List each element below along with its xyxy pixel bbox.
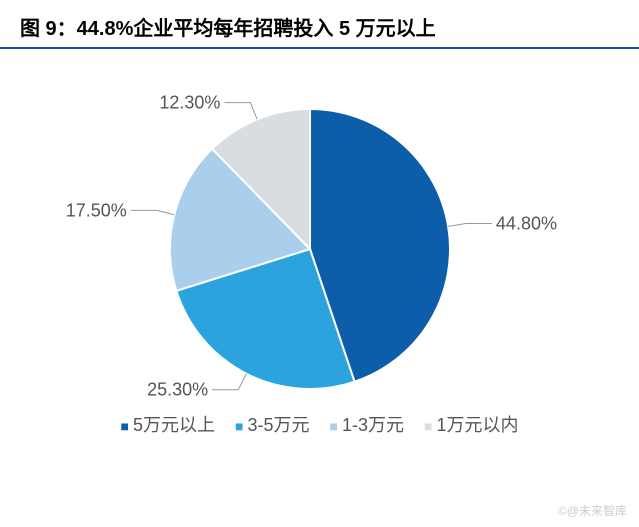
- legend-item: ■5万元以上: [121, 411, 215, 437]
- slice-label: 25.30%: [147, 380, 208, 400]
- legend-swatch: ■: [121, 418, 129, 434]
- slice-label: 44.80%: [496, 214, 557, 234]
- legend: ■5万元以上■3-5万元■1-3万元■1万元以内: [0, 411, 639, 437]
- leader-line: [448, 224, 492, 227]
- legend-label: 5万元以上: [133, 415, 215, 435]
- legend-item: ■1万元以内: [424, 411, 518, 437]
- slice-label: 17.50%: [66, 200, 127, 220]
- leader-line: [224, 103, 257, 120]
- leader-line: [212, 374, 246, 390]
- legend-label: 1万元以内: [436, 415, 518, 435]
- legend-item: ■1-3万元: [330, 411, 404, 437]
- legend-item: ■3-5万元: [235, 411, 309, 437]
- legend-label: 1-3万元: [342, 415, 404, 435]
- legend-swatch: ■: [424, 418, 432, 434]
- pie-chart: 44.80%25.30%17.50%12.30% ■5万元以上■3-5万元■1-…: [0, 49, 639, 479]
- watermark: ©@未来智库: [558, 502, 627, 519]
- legend-swatch: ■: [235, 418, 243, 434]
- chart-title: 图 9：44.8%企业平均每年招聘投入 5 万元以上: [20, 18, 436, 40]
- leader-line: [131, 210, 174, 214]
- legend-swatch: ■: [330, 418, 338, 434]
- legend-label: 3-5万元: [247, 415, 309, 435]
- chart-title-bar: 图 9：44.8%企业平均每年招聘投入 5 万元以上: [0, 0, 639, 49]
- slice-label: 12.30%: [159, 93, 220, 113]
